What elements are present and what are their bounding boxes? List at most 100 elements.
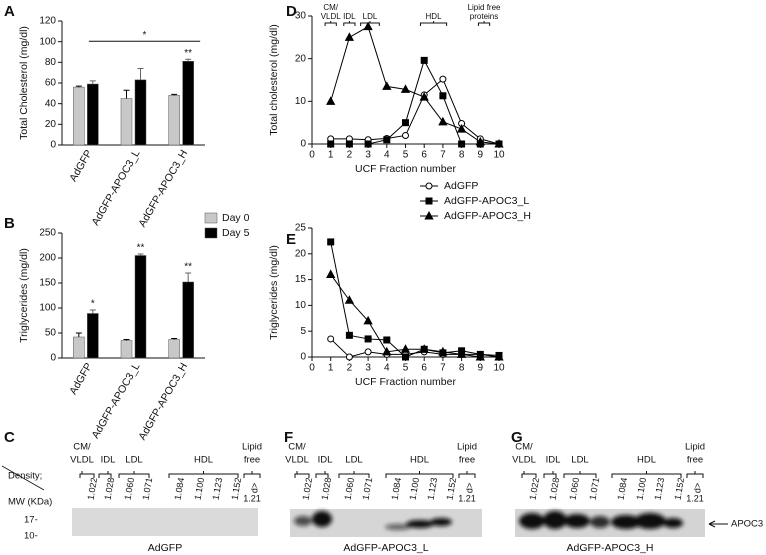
point <box>425 197 433 205</box>
error-bar <box>89 80 96 85</box>
fraction-bracket <box>243 471 261 478</box>
x-axis-label: UCF Fraction number <box>355 163 456 175</box>
point <box>439 92 447 100</box>
fraction-label: CM/ <box>515 442 533 453</box>
x-tick-label: AdGFP-APOC3_L <box>90 361 143 441</box>
density-label: 1.21 <box>686 493 704 503</box>
target-label: APOC3 <box>731 519 763 530</box>
mw-header: MW (KDa) <box>8 497 52 508</box>
band <box>406 520 434 528</box>
density-label: 1.123 <box>652 477 666 501</box>
x-tick-label: 3 <box>365 363 371 374</box>
y-tick-label: 0 <box>50 353 56 364</box>
fraction-bracket <box>385 471 454 478</box>
error-bar <box>123 339 130 341</box>
fraction-bracket <box>419 21 448 26</box>
point <box>327 238 335 246</box>
point <box>364 348 372 356</box>
blot-caption: AdGFP-APOC3_H <box>567 542 654 554</box>
fraction-bracket <box>477 21 491 26</box>
x-tick-label: 1 <box>328 363 334 374</box>
fraction-label: IDL <box>318 455 333 466</box>
point <box>439 75 447 83</box>
significance: * <box>143 30 147 41</box>
band <box>294 516 312 526</box>
error-bar <box>171 93 178 96</box>
error-bar <box>185 272 192 282</box>
y-tick-label: 100 <box>39 303 56 314</box>
mw-tick: 10- <box>24 531 38 542</box>
bar <box>134 255 147 359</box>
x-tick-label: 8 <box>459 363 465 374</box>
bar <box>168 339 180 359</box>
fraction-label: CM/ <box>323 3 338 12</box>
density-label: 1.071 <box>587 477 601 501</box>
series-line <box>330 274 499 358</box>
bar <box>182 61 194 146</box>
y-axis-label: Triglycerides (mg/dl) <box>18 248 30 343</box>
y-tick-label: 10 <box>295 96 307 107</box>
point <box>424 210 434 220</box>
x-tick-label: AdGFP-APOC3_H <box>136 361 190 442</box>
bar <box>87 313 99 359</box>
y-tick-label: 40 <box>45 98 57 109</box>
point <box>363 315 373 325</box>
x-tick-label: 2 <box>347 363 353 374</box>
point <box>382 346 392 356</box>
density-header: Density; <box>8 471 42 482</box>
legend-label: Day 5 <box>222 227 250 239</box>
y-tick-label: 100 <box>39 36 56 47</box>
y-tick-label: 50 <box>45 328 57 339</box>
legend-label: AdGFP-APOC3_H <box>444 210 531 222</box>
x-tick-label: 4 <box>384 150 390 161</box>
fraction-label: HDL <box>637 455 656 466</box>
fraction-label: proteins <box>470 12 498 21</box>
density-label: 1.022 <box>527 477 541 501</box>
x-tick-label: AdGFP-APOC3_H <box>136 148 190 229</box>
point <box>402 353 409 361</box>
y-tick-label: 20 <box>295 248 307 259</box>
point <box>326 269 336 278</box>
density-label: 1.028 <box>319 477 333 501</box>
x-tick-label: 9 <box>478 363 484 374</box>
x-tick-label: 6 <box>421 363 427 374</box>
point <box>400 84 411 93</box>
fraction-label: Lipid free <box>468 3 501 12</box>
fraction-bracket <box>79 471 95 478</box>
fraction-label: CM/ <box>73 442 91 453</box>
fraction-label: HDL <box>194 455 213 466</box>
band <box>543 511 567 529</box>
fraction-bracket <box>118 471 150 478</box>
fraction-bracket <box>521 471 537 478</box>
band <box>611 515 641 529</box>
fraction-bracket <box>543 471 557 478</box>
y-tick-label: 0 <box>300 352 306 363</box>
x-tick-label: AdGFP <box>67 361 95 397</box>
density-label: 1.071 <box>140 477 154 501</box>
error-bar <box>137 68 144 80</box>
series-line <box>330 78 500 145</box>
fraction-label: HDL <box>426 12 443 21</box>
fraction-bracket <box>360 21 380 26</box>
x-tick-label: 5 <box>403 363 409 374</box>
density-label: 1.100 <box>407 477 421 501</box>
density-label: 1.060 <box>122 477 136 501</box>
fraction-label: free <box>459 455 475 466</box>
y-tick-label: 120 <box>39 16 56 27</box>
x-tick-label: AdGFP <box>67 148 95 184</box>
point <box>327 335 335 343</box>
fraction-label: LDL <box>571 455 588 466</box>
error-bar <box>89 309 96 314</box>
fraction-bracket <box>563 471 597 478</box>
point <box>494 351 504 361</box>
x-tick-label: 4 <box>384 363 390 374</box>
point <box>364 140 372 148</box>
density-label: 1.084 <box>615 477 629 501</box>
point <box>419 92 429 101</box>
fraction-label: LDL <box>345 455 362 466</box>
fraction-bracket <box>168 471 239 478</box>
point <box>345 353 353 361</box>
density-label: 1.152 <box>229 477 243 501</box>
y-tick-label: 0 <box>50 140 56 151</box>
x-tick-label: 0 <box>309 363 315 374</box>
